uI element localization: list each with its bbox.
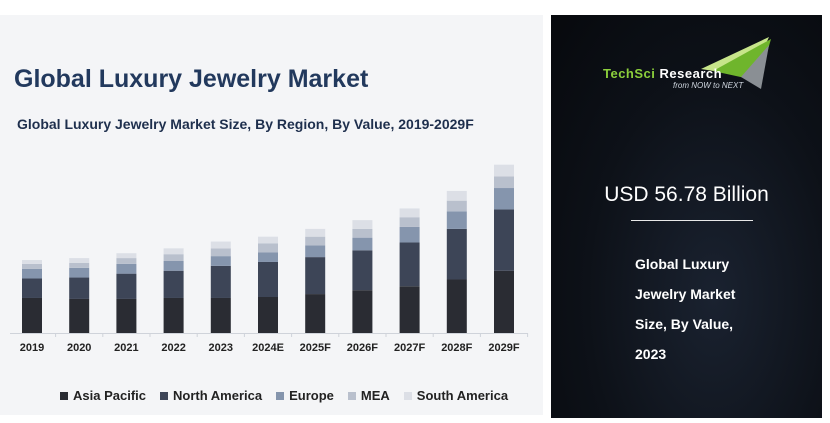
bar-segment-mea xyxy=(258,243,278,253)
bar-segment-north-america xyxy=(399,242,420,287)
bar-segment-mea xyxy=(69,262,90,268)
bar-segment-asia-pacific xyxy=(446,279,467,333)
description-line: Global Luxury xyxy=(635,256,730,272)
bar-segment-asia-pacific xyxy=(258,297,278,333)
bar-segment-europe xyxy=(163,261,184,271)
bar-segment-north-america xyxy=(305,257,326,295)
bar-segment-mea xyxy=(494,176,514,189)
x-tick-label: 2027F xyxy=(394,342,425,354)
legend-item: Europe xyxy=(276,388,334,403)
summary-panel: TechSci Research from NOW to NEXT USD 56… xyxy=(551,15,822,418)
legend-label: North America xyxy=(173,388,263,403)
bar-segment-south-america xyxy=(116,253,137,259)
bar-segment-south-america xyxy=(494,164,514,177)
bar-segment-europe xyxy=(399,226,420,243)
bar-segment-europe xyxy=(22,268,42,279)
x-tick-label: 2028F xyxy=(441,342,472,354)
bar-segment-asia-pacific xyxy=(305,294,326,333)
x-tick-label: 2025F xyxy=(300,342,331,354)
bar-segment-asia-pacific xyxy=(210,297,231,333)
description-line: Size, By Value, xyxy=(635,316,734,332)
bar-segment-mea xyxy=(305,236,326,246)
x-tick-label: 2023 xyxy=(209,342,233,354)
bar-segment-asia-pacific xyxy=(163,297,184,333)
bar-segment-europe xyxy=(210,256,231,266)
bar-segment-north-america xyxy=(163,270,184,298)
legend-label: MEA xyxy=(360,388,390,403)
legend-swatch xyxy=(160,391,168,400)
legend-label: Europe xyxy=(289,388,334,403)
bar-segment-south-america xyxy=(399,208,420,218)
market-value: USD 56.78 Billion xyxy=(604,183,769,206)
legend-swatch xyxy=(403,391,412,400)
bar-segment-south-america xyxy=(258,236,278,244)
legend-swatch xyxy=(347,391,356,400)
bar-segment-mea xyxy=(22,263,42,269)
x-tick-label: 2022 xyxy=(161,342,185,354)
brand-logo xyxy=(701,37,771,89)
bar-segment-south-america xyxy=(446,190,467,201)
bar-segment-europe xyxy=(258,252,278,262)
logo-swoosh-grey xyxy=(741,45,769,89)
bar-segment-mea xyxy=(116,258,137,264)
bar-segment-mea xyxy=(352,228,373,238)
bar-segment-asia-pacific xyxy=(399,286,420,333)
description-line: 2023 xyxy=(635,346,667,362)
bar-segment-south-america xyxy=(210,241,231,249)
bar-segment-europe xyxy=(446,211,467,229)
bar-segment-south-america xyxy=(305,228,326,237)
bar-segment-south-america xyxy=(352,220,373,229)
legend-swatch xyxy=(276,391,285,400)
chart-subtitle: Global Luxury Jewelry Market Size, By Re… xyxy=(17,116,474,132)
brand-prefix: TechSci xyxy=(603,66,656,81)
legend-item: North America xyxy=(160,388,262,403)
bar-segment-north-america xyxy=(69,277,90,299)
bar-segment-north-america xyxy=(446,228,467,280)
bar-segment-asia-pacific xyxy=(116,298,137,333)
brand-name: TechSci Research xyxy=(603,66,722,81)
bar-segment-mea xyxy=(399,217,420,227)
bar-segment-europe xyxy=(352,237,373,251)
bar-segment-south-america xyxy=(69,258,90,263)
bar-segment-asia-pacific xyxy=(352,290,373,333)
legend-label: South America xyxy=(416,388,509,403)
x-tick-label: 2021 xyxy=(114,342,138,354)
legend-swatch xyxy=(60,391,68,400)
bar-segment-asia-pacific xyxy=(494,270,514,333)
x-tick-label: 2019 xyxy=(20,342,44,354)
x-tick-label: 2026F xyxy=(347,342,378,354)
x-tick-label: 2029F xyxy=(488,342,519,354)
legend-item: MEA xyxy=(347,388,390,403)
x-tick-label: 2020 xyxy=(67,342,91,354)
bar-segment-north-america xyxy=(116,273,137,299)
value-divider xyxy=(631,220,753,221)
bar-segment-asia-pacific xyxy=(69,298,90,333)
bar-segment-europe xyxy=(69,267,90,278)
legend-item: Asia Pacific xyxy=(60,388,146,403)
bar-segment-europe xyxy=(494,188,514,210)
bar-segment-north-america xyxy=(210,265,231,298)
bar-segment-asia-pacific xyxy=(22,297,42,333)
legend-item: South America xyxy=(403,388,509,403)
bar-segment-mea xyxy=(446,200,467,212)
legend-label: Asia Pacific xyxy=(73,388,146,403)
x-tick-label: 2024E xyxy=(252,342,284,354)
bar-segment-north-america xyxy=(494,209,514,271)
page-title: Global Luxury Jewelry Market xyxy=(14,65,369,93)
description-line: Jewelry Market xyxy=(635,286,736,302)
chart-legend: Asia Pacific North America Europe MEA South … xyxy=(60,388,508,403)
bar-segment-north-america xyxy=(352,250,373,291)
brand-tagline: from NOW to NEXT xyxy=(673,81,744,90)
bar-segment-north-america xyxy=(22,278,42,298)
bar-segment-south-america xyxy=(22,260,42,264)
brand-suffix: Research xyxy=(659,66,723,81)
stacked-bar-chart: 2019 2020 2021 2022 2023 2024E 2025F 2026F 2027F… xyxy=(10,164,529,354)
bar-segment-mea xyxy=(163,254,184,261)
bar-segment-europe xyxy=(305,245,326,258)
bar-segment-mea xyxy=(210,248,231,257)
chart-panel: Global Luxury Jewelry Market Global Luxu… xyxy=(0,15,543,415)
bar-segment-south-america xyxy=(163,248,184,255)
bar-segment-europe xyxy=(116,263,137,274)
bar-segment-north-america xyxy=(258,261,278,297)
